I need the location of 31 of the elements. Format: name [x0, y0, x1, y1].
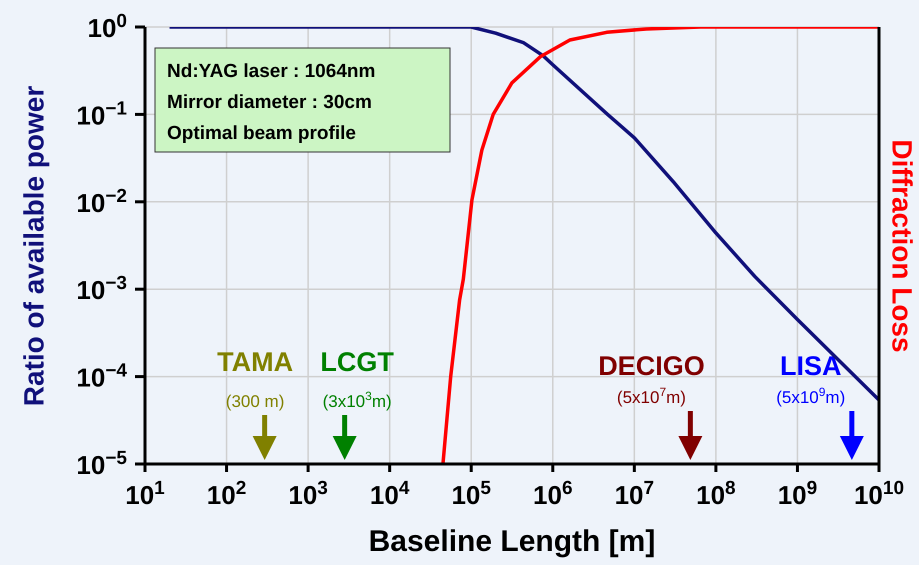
x-tick-label: 10$^{1}$ — [125, 478, 166, 510]
annotation: LISA — [780, 351, 842, 381]
annotation: Optimal beam profile — [167, 123, 356, 144]
y-axis-title: Ratio of available power — [18, 85, 50, 406]
x-tick-label: 10$^{5}$ — [451, 478, 492, 510]
x-axis-title: Baseline Length [m] — [368, 525, 656, 558]
annotation: TAMA — [217, 347, 294, 377]
x-tick-label: 10$^{2}$ — [206, 478, 246, 510]
y-tick-label: 10$^{−3}$ — [76, 272, 127, 306]
x-tick-label: 10$^{8}$ — [696, 478, 736, 510]
annotation: (3x10$^{3}$m) — [322, 389, 392, 411]
y-tick-label: 10$^{−2}$ — [76, 185, 127, 218]
annotation: LCGT — [320, 347, 394, 377]
y-tick-label: 10$^{0}$ — [88, 10, 127, 43]
annotation: (5x10$^{9}$m) — [776, 385, 846, 407]
y-tick-label: 10$^{−1}$ — [76, 98, 128, 130]
x-tick-label: 10$^{7}$ — [614, 478, 654, 510]
y-tick-label: 10$^{−5}$ — [76, 448, 128, 480]
annotation: (300 m) — [226, 392, 284, 411]
y2-axis-title: Diffraction Loss — [886, 138, 918, 352]
y-tick-label: 10$^{−4}$ — [76, 360, 128, 393]
x-tick-label: 10$^{6}$ — [533, 478, 573, 510]
annotation: DECIGO — [598, 351, 705, 381]
x-tick-label: 10$^{9}$ — [778, 478, 818, 510]
annotation: Mirror diameter : 30cm — [167, 92, 372, 113]
annotation: (5x10$^{7}$m) — [616, 385, 686, 407]
note-box: Nd:YAG laser : 1064nm Mirror diameter : 30cm Optimal beam profile — [154, 48, 450, 152]
x-tick-label: 10$^{3}$ — [288, 478, 328, 510]
x-tick-label: 10$^{10}$ — [854, 478, 904, 510]
annotation: Nd:YAG laser : 1064nm — [167, 61, 376, 82]
x-tick-label: 10$^{4}$ — [370, 478, 410, 510]
